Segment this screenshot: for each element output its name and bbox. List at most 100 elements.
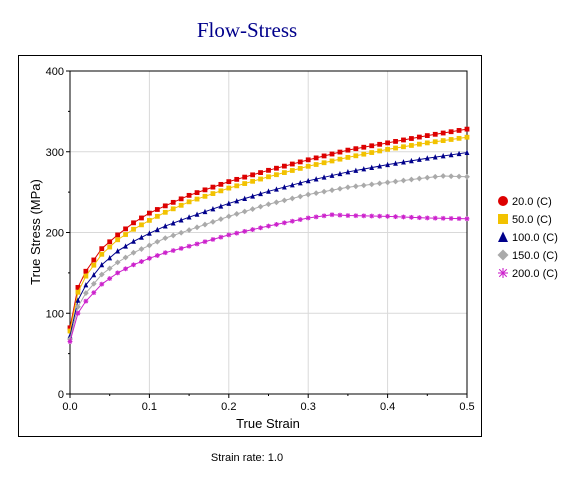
data-point — [107, 255, 113, 261]
data-point — [274, 222, 279, 227]
data-point — [115, 248, 121, 254]
data-point — [393, 214, 398, 220]
y-tick-label: 0 — [58, 389, 64, 401]
data-point — [448, 173, 455, 180]
data-point — [210, 218, 216, 225]
data-point — [67, 325, 73, 331]
data-point — [424, 155, 430, 161]
data-point — [266, 167, 271, 173]
data-point — [234, 198, 240, 204]
legend-item: 150.0 (C) — [497, 249, 558, 262]
data-point — [202, 193, 208, 199]
data-point — [273, 199, 280, 206]
data-point — [186, 214, 192, 220]
data-point — [440, 130, 446, 136]
data-point — [210, 191, 216, 196]
data-point — [234, 176, 240, 182]
data-point — [139, 222, 144, 228]
data-point — [385, 146, 390, 152]
data-point — [218, 181, 224, 187]
data-point — [424, 215, 430, 221]
legend-item: 100.0 (C) — [498, 231, 558, 244]
data-point — [464, 134, 470, 140]
data-point — [401, 144, 406, 150]
data-point — [241, 208, 248, 215]
data-point — [99, 251, 105, 257]
data-point — [313, 214, 319, 220]
data-point — [266, 174, 271, 180]
data-point — [345, 155, 351, 160]
data-point — [393, 139, 398, 144]
data-point — [170, 248, 176, 253]
data-point — [409, 157, 414, 164]
data-point — [281, 220, 287, 226]
data-point — [377, 163, 383, 169]
data-point — [432, 139, 438, 145]
chart-panel — [18, 55, 482, 437]
data-point — [234, 183, 240, 189]
data-point — [297, 180, 303, 186]
data-point — [377, 213, 383, 219]
data-point — [258, 190, 263, 197]
data-point — [257, 203, 264, 210]
data-point — [258, 225, 263, 231]
data-point — [345, 169, 351, 175]
data-point — [305, 163, 311, 169]
data-point — [321, 174, 327, 180]
data-point — [352, 183, 359, 190]
data-point — [147, 210, 152, 216]
data-point — [202, 187, 208, 193]
data-point — [337, 149, 343, 155]
data-point — [138, 246, 145, 252]
data-point — [281, 184, 287, 190]
data-point — [361, 151, 367, 157]
data-point — [99, 246, 105, 252]
data-point — [337, 170, 343, 177]
data-point — [210, 237, 216, 242]
data-point — [456, 135, 462, 141]
data-point — [329, 187, 335, 194]
data-point — [353, 167, 359, 173]
data-point — [170, 232, 177, 239]
data-point — [131, 220, 136, 226]
data-point — [305, 157, 311, 163]
data-point — [361, 213, 367, 219]
data-point — [130, 249, 137, 256]
data-point — [210, 184, 216, 190]
x-tick-label: 0.0 — [62, 401, 77, 413]
data-point — [377, 148, 383, 154]
data-point — [83, 273, 89, 279]
data-point — [131, 226, 136, 232]
x-tick-label: 0.4 — [380, 401, 395, 413]
data-point — [233, 211, 240, 217]
data-point — [440, 173, 447, 179]
series-line — [69, 128, 468, 328]
data-point — [83, 298, 89, 304]
data-point — [202, 239, 208, 245]
data-point — [498, 214, 508, 224]
data-point — [218, 203, 224, 209]
data-point — [498, 231, 508, 242]
data-point — [456, 128, 462, 133]
data-point — [416, 175, 423, 182]
data-point — [162, 209, 168, 215]
data-point — [114, 259, 121, 266]
data-point — [361, 166, 367, 172]
data-point — [281, 170, 287, 175]
data-point — [409, 136, 414, 141]
data-point — [242, 181, 248, 186]
legend-item: 50.0 (C) — [498, 214, 552, 226]
data-point — [178, 202, 184, 208]
data-point — [226, 200, 232, 206]
data-point — [107, 239, 113, 245]
data-point — [456, 173, 462, 180]
data-point — [281, 197, 288, 204]
y-tick-label: 200 — [46, 228, 64, 240]
data-point — [361, 144, 367, 150]
data-point — [289, 195, 296, 202]
data-point — [147, 230, 152, 236]
data-point — [297, 159, 303, 165]
data-point — [321, 160, 327, 166]
data-point — [440, 138, 446, 144]
data-point — [369, 164, 375, 170]
